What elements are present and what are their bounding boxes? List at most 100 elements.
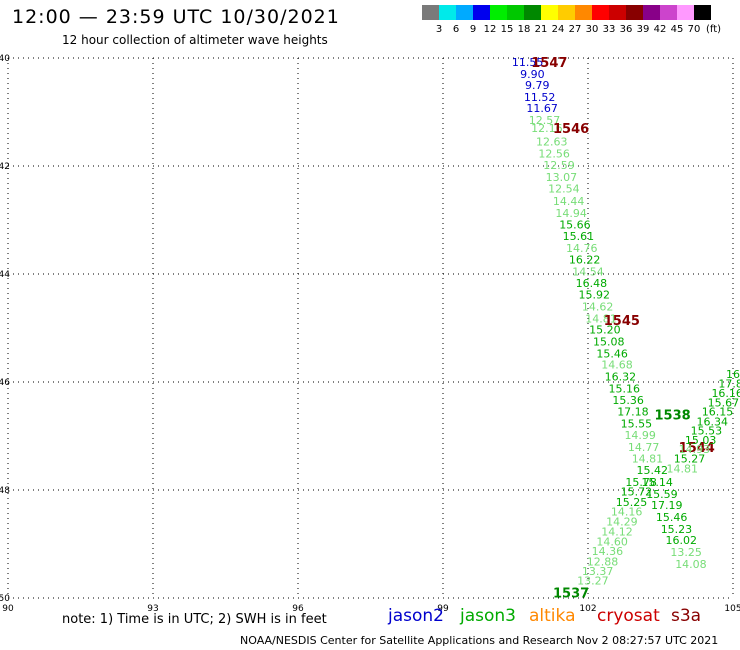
pass-time-label: 1544 — [679, 441, 715, 456]
wave-height-value: 16.16 — [711, 387, 740, 400]
x-tick-label: 99 — [437, 604, 449, 614]
footer-credit: NOAA/NESDIS Center for Satellite Applica… — [240, 634, 719, 647]
map-svg: 90 93 96 99 102 105 -40 -42 -44 -46 -48 -50 11.559.9… — [0, 54, 740, 614]
wave-height-value: 13.27 — [577, 575, 609, 588]
legend-tick-label: 18 — [517, 24, 531, 35]
wave-height-value: 14.77 — [628, 441, 660, 454]
wave-height-value: 16.22 — [569, 253, 601, 266]
wave-height-value: 15.46 — [596, 347, 628, 360]
legend-swatch — [575, 5, 592, 20]
legend-swatch — [473, 5, 490, 20]
x-tick-label: 105 — [724, 604, 740, 614]
wave-height-value: 15.92 — [579, 289, 611, 302]
wave-height-value: 12.63 — [536, 136, 568, 149]
pass-time-label: 1545 — [604, 314, 640, 329]
legend-tick-label: 30 — [585, 24, 599, 35]
wave-height-value: 13.25 — [670, 546, 702, 559]
wave-height-value: 15.46 — [656, 511, 688, 524]
legend-tick-label: 36 — [619, 24, 633, 35]
pass-time-label: 1537 — [553, 587, 589, 602]
wave-height-value: 15.55 — [621, 418, 653, 431]
legend-swatch — [439, 5, 456, 20]
legend-swatch — [694, 5, 711, 20]
satellite-label-altika: altika — [529, 606, 576, 626]
wave-height-value: 12.88 — [587, 555, 619, 568]
wave-height-value: 12.57 — [529, 114, 561, 127]
pass-time-label: 1538 — [654, 408, 690, 423]
wave-height-value: 14.81 — [632, 453, 664, 466]
wave-height-value: 14.81 — [585, 312, 617, 325]
wave-height-value: 14.62 — [582, 300, 614, 313]
legend-swatch — [422, 5, 439, 20]
y-tick-label: -40 — [0, 54, 10, 64]
x-tick-label: 93 — [147, 604, 158, 614]
wave-height-value: 14.93 — [679, 443, 711, 456]
y-tick-label: -50 — [0, 594, 10, 604]
wave-height-value: 14.76 — [566, 242, 598, 255]
legend-swatch — [643, 5, 660, 20]
wave-height-value: 14.16 — [611, 506, 643, 519]
satellite-label-cryosat: cryosat — [597, 606, 660, 626]
wave-height-value: 15.16 — [609, 382, 641, 395]
wave-height-value: 14.12 — [601, 526, 633, 539]
wave-height-value: 14.08 — [675, 558, 707, 571]
wave-height-value: 11.55 — [512, 56, 544, 69]
wave-height-value: 11.67 — [526, 102, 558, 115]
wave-height-value: 14.29 — [606, 515, 638, 528]
wave-height-value: 15.53 — [691, 425, 723, 438]
wave-height-value: 16.34 — [696, 415, 728, 428]
legend-swatch — [592, 5, 609, 20]
wave-height-value: 12.56 — [538, 148, 570, 161]
legend-tick-label: 15 — [500, 24, 514, 35]
wave-height-value: 9.79 — [525, 79, 550, 92]
wave-height-value: 15.61 — [563, 230, 595, 243]
legend-tick-label: 33 — [602, 24, 616, 35]
wave-height-value: 11.52 — [524, 91, 556, 104]
legend-tick-label: 6 — [452, 24, 460, 35]
wave-height-value: 15.42 — [637, 464, 669, 477]
wave-height-value: 16.15 — [702, 406, 734, 419]
legend-swatch — [677, 5, 694, 20]
legend-tick-label: 45 — [670, 24, 684, 35]
wave-height-value: 15.20 — [589, 324, 621, 337]
legend-tick-label: 42 — [653, 24, 667, 35]
legend-tick-label: 70 — [687, 24, 701, 35]
wave-height-value: 15.08 — [593, 336, 625, 349]
satellite-label-jason2: jason2 — [388, 606, 444, 626]
wave-height-value: 12.59 — [543, 159, 575, 172]
wave-height-value: 14.54 — [572, 265, 604, 278]
legend-swatch — [558, 5, 575, 20]
pass-time-label: 1546 — [553, 122, 589, 137]
legend-swatch — [490, 5, 507, 20]
wave-height-value: 15.36 — [612, 394, 644, 407]
legend-tick-label: 3 — [435, 24, 443, 35]
x-tick-label: 96 — [292, 604, 304, 614]
wave-height-value: 17.19 — [651, 499, 683, 512]
legend-tick-label: 27 — [568, 24, 582, 35]
wave-height-value: 15.25 — [616, 496, 648, 509]
wave-height-value: 16.02 — [666, 534, 698, 547]
wave-height-value: 17.18 — [617, 406, 649, 419]
wave-height-value: 15.23 — [661, 523, 693, 536]
legend-swatch — [524, 5, 541, 20]
map-subtitle: 12 hour collection of altimeter wave hei… — [62, 33, 328, 47]
wave-height-value: 14.36 — [592, 545, 624, 558]
wave-height-value: 16 — [726, 368, 740, 381]
wave-height-value: 12.16 — [531, 122, 563, 135]
wave-height-value: 13.07 — [546, 171, 578, 184]
legend-tick-label: 9 — [469, 24, 477, 35]
wave-height-value: 17.8 — [718, 378, 740, 391]
map-title: 12:00 — 23:59 UTC 10/30/2021 — [12, 6, 340, 28]
legend-unit: (ft) — [706, 24, 722, 35]
wave-height-value: 12.54 — [548, 183, 580, 196]
wave-height-value: 14.44 — [553, 195, 585, 208]
y-tick-label: -46 — [0, 378, 10, 388]
x-tick-label: 102 — [579, 604, 596, 614]
wave-height-value: 15.78 — [625, 476, 657, 489]
legend-swatch — [626, 5, 643, 20]
legend-tick-label: 12 — [483, 24, 497, 35]
wave-height-value: 14.99 — [624, 429, 656, 442]
wave-height-value: 15.59 — [646, 488, 678, 501]
wave-height-value: 15.27 — [674, 453, 706, 466]
legend-swatch — [541, 5, 558, 20]
